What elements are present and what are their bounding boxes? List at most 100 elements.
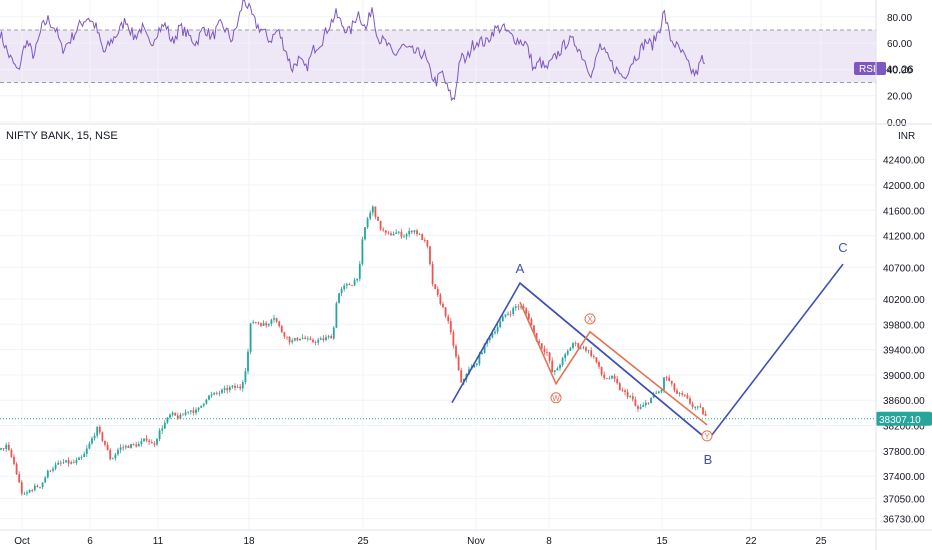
candle-body [624, 390, 626, 392]
candle-body [325, 337, 327, 340]
candle-body [213, 392, 216, 395]
time-tick-label: Nov [467, 536, 485, 547]
candle-body [676, 390, 678, 394]
rsi-tick-label: 60.00 [887, 39, 912, 50]
last-price-tag [876, 411, 932, 426]
candle-body [340, 289, 343, 294]
candle-body [569, 348, 572, 351]
candle-body [49, 470, 52, 472]
candle-body [187, 411, 190, 413]
candle-body [132, 444, 135, 445]
candle-body [179, 414, 182, 419]
candle-body [78, 457, 80, 460]
candle-body [161, 428, 164, 431]
price-tick-label: 40200.00 [883, 295, 925, 306]
candle-body [345, 284, 348, 286]
candle-body [475, 363, 478, 366]
candle-body [257, 322, 260, 324]
candle-body [637, 405, 639, 409]
candle-body [260, 323, 262, 326]
candle-body [598, 362, 600, 367]
candle-body [124, 445, 127, 448]
rsi-tick-label: 20.00 [887, 92, 912, 103]
candle-body [642, 405, 645, 407]
candle-body [335, 303, 338, 328]
candle-body [182, 414, 184, 416]
candle-body [13, 456, 15, 464]
candles [0, 205, 707, 496]
candle-body [629, 396, 632, 397]
wave-label-circle [584, 313, 596, 325]
candle-body [590, 350, 593, 357]
candle-body [572, 343, 574, 349]
candle-body [135, 444, 138, 447]
candle-body [514, 306, 517, 309]
candle-body [33, 485, 36, 491]
candle-body [39, 486, 41, 488]
candle-body [122, 447, 125, 449]
candle-body [65, 460, 67, 463]
candle-body [527, 313, 530, 320]
candle-body [208, 395, 210, 400]
candle-body [52, 468, 54, 471]
candle-body [603, 374, 606, 379]
rsi-value-tag [854, 62, 886, 76]
candle-body [631, 396, 634, 400]
candle-body [494, 331, 496, 334]
candle-body [312, 339, 314, 343]
price-tick-label: 37050.00 [883, 494, 925, 505]
candle-body [140, 441, 143, 445]
candle-body [317, 339, 320, 343]
candle-body [694, 407, 697, 408]
candle-body [507, 313, 509, 315]
candle-body [23, 493, 26, 495]
candle-body [169, 414, 171, 418]
candle-body [96, 426, 99, 436]
candle-body [286, 336, 288, 338]
candle-body [369, 212, 372, 219]
time-tick-label: 25 [815, 536, 827, 547]
candle-body [600, 366, 603, 375]
candle-body [639, 406, 642, 409]
candle-body [15, 463, 18, 475]
candle-body [613, 375, 616, 379]
time-axis[interactable]: Oct 6 11 18 25 Nov 8 15 22 25 [14, 536, 827, 547]
candle-body [111, 458, 114, 460]
candle-body [299, 338, 301, 341]
price-grid [0, 128, 876, 530]
candle-body [348, 284, 351, 286]
candle-body [358, 263, 361, 279]
wave-label-x: X [587, 315, 593, 324]
candle-body [605, 378, 608, 380]
candle-body [221, 389, 223, 393]
candle-body [234, 385, 236, 388]
candle-body [678, 393, 681, 394]
candle-body [556, 368, 559, 371]
candle-body [218, 392, 221, 394]
rsi-tag-label: RSI [859, 64, 876, 75]
candle-body [304, 337, 307, 339]
candle-body [525, 308, 528, 314]
candle-body [270, 319, 273, 324]
candle-body [46, 470, 49, 478]
candle-body [496, 327, 499, 332]
candle-body [278, 321, 281, 327]
wave-label-w: W [552, 394, 560, 403]
candle-body [309, 338, 312, 340]
candle-body [306, 338, 309, 340]
candle-body [70, 462, 73, 464]
wave-label-b: B [704, 452, 713, 467]
candle-body [618, 383, 621, 390]
price-tick-label: 39800.00 [883, 320, 925, 331]
time-tick-label: 8 [546, 536, 552, 547]
candle-body [683, 394, 686, 396]
candle-body [20, 482, 23, 494]
candle-body [176, 415, 179, 419]
candle-body [31, 489, 34, 491]
candle-body [538, 341, 541, 344]
candle-body [660, 389, 663, 392]
candle-body [104, 440, 106, 445]
candle-body [366, 218, 369, 228]
